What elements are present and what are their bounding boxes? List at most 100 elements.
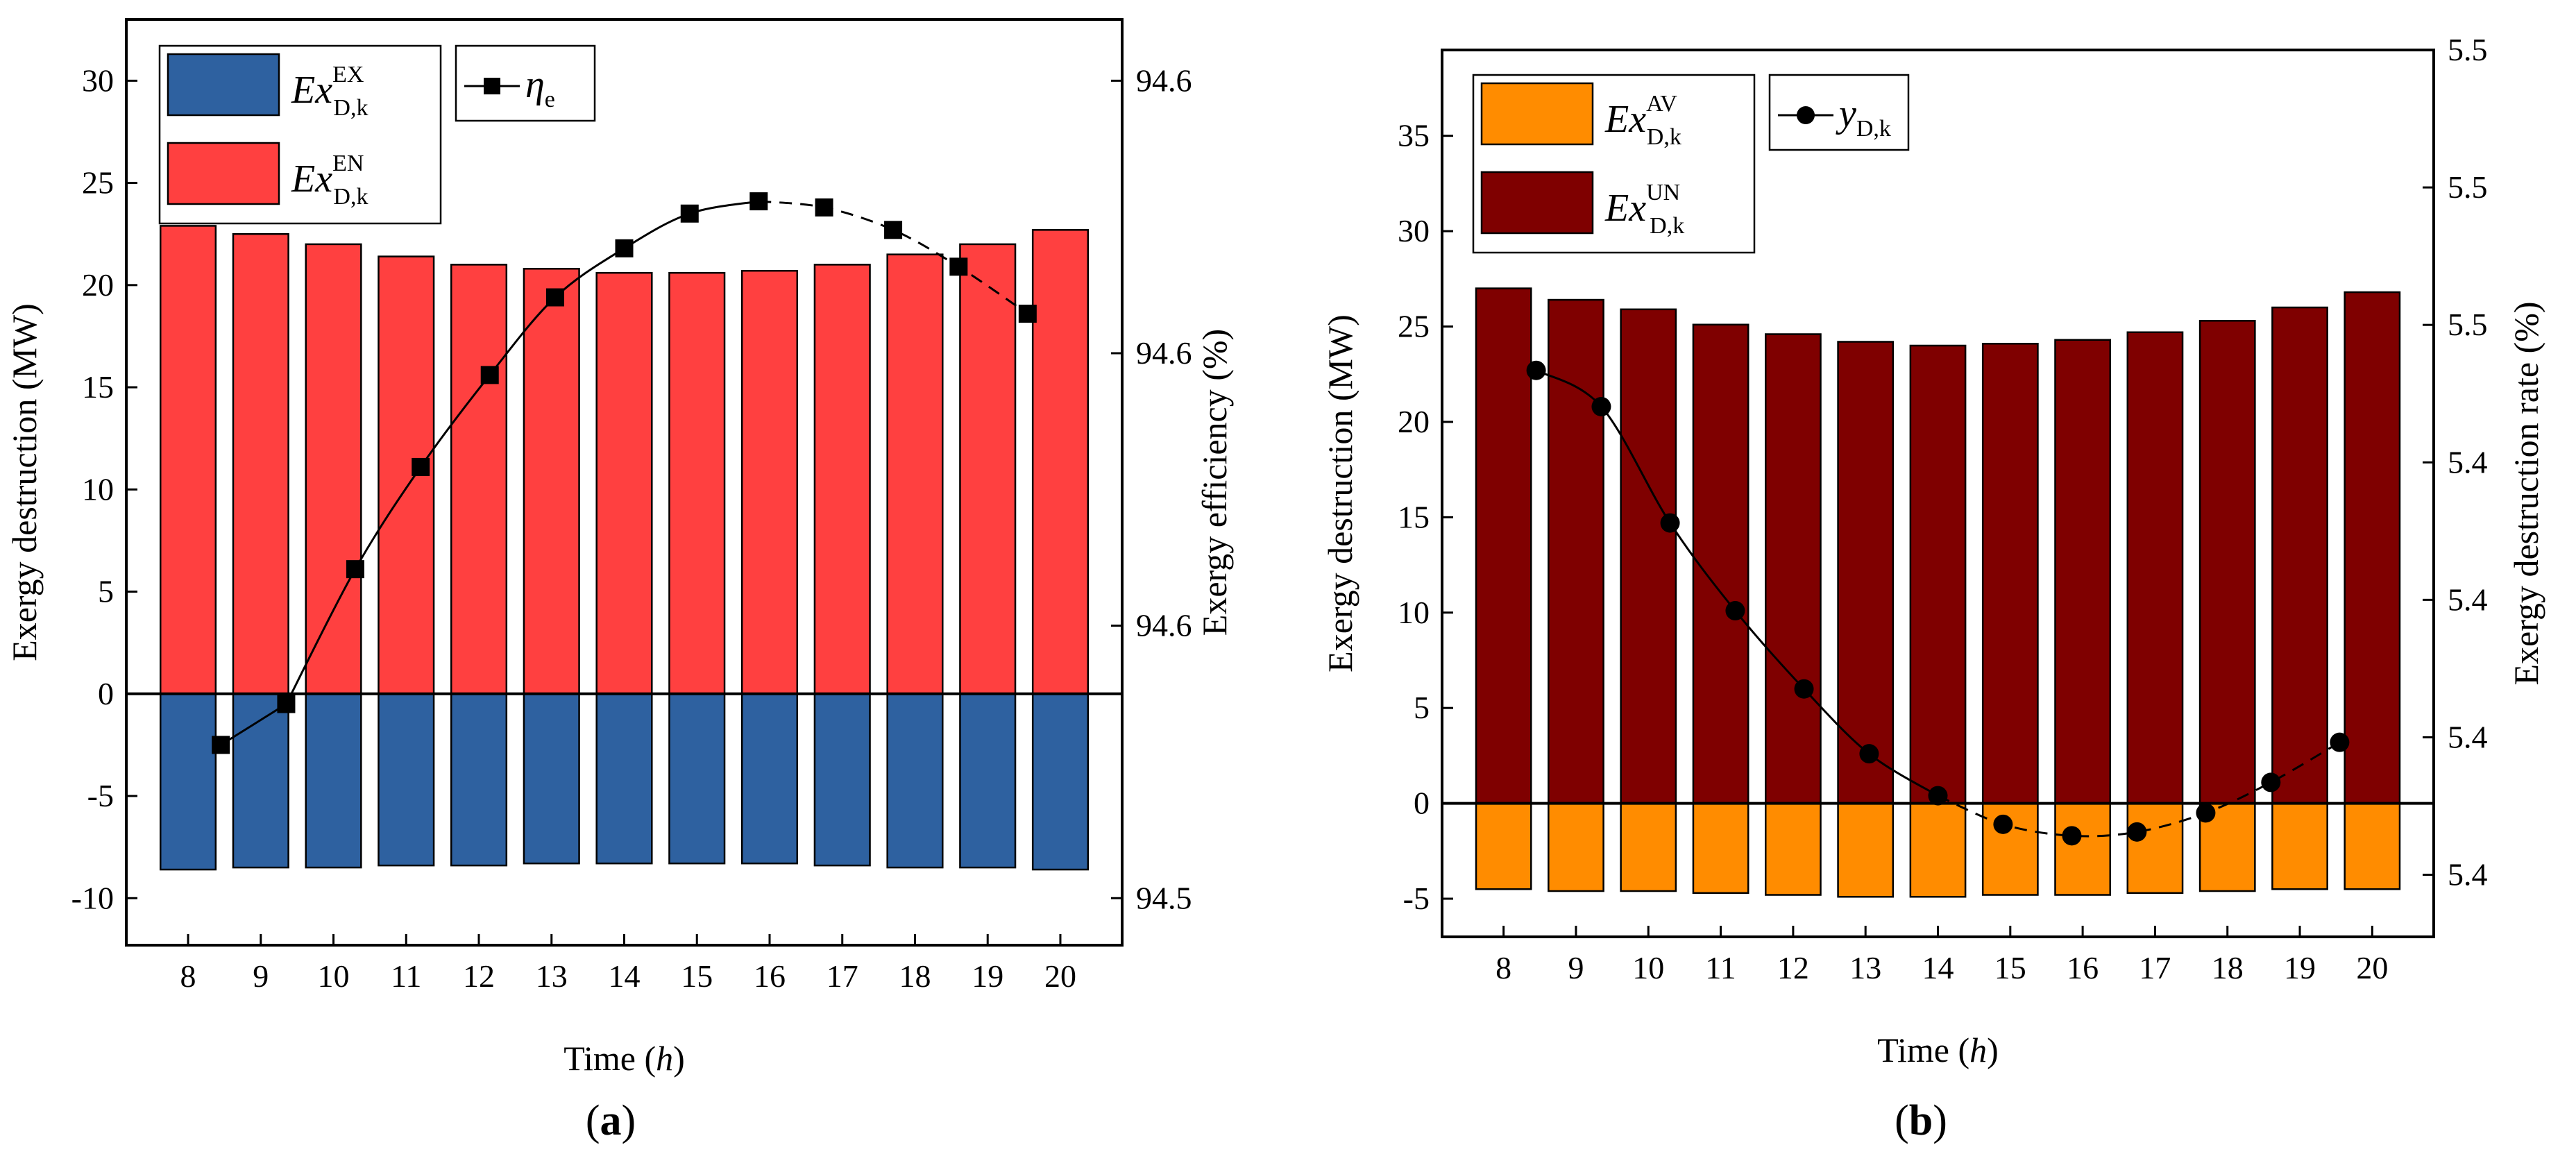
y2-tick-label: 5.4 [2448,857,2488,892]
x-axis-title-var: h [656,1039,673,1078]
y-tick-label: 0 [1414,786,1430,821]
bar-un-20 [2344,291,2401,804]
x-tick-label: 12 [463,958,495,994]
x-tick-label: 15 [681,958,713,994]
bar-ex-13 [523,693,580,865]
bar-ex-20 [1031,693,1090,871]
bar-en-12 [450,264,508,695]
line-marker-12 [1794,679,1814,699]
line-marker-18 [884,221,903,239]
line-marker-18 [2196,803,2216,823]
x-tick-label: 18 [899,958,931,994]
y-tick-label: 20 [1398,404,1430,439]
line-marker-17 [2127,822,2147,842]
line-marker-16 [2062,826,2082,846]
x-tick-label: 19 [2284,950,2316,985]
bars-ex-series [159,693,1090,871]
bar-un-11 [1692,323,1749,804]
x-tick-label: 8 [1495,950,1511,985]
line-marker-16 [749,192,768,211]
y2-tick-label: 5.5 [2448,32,2488,67]
bar-av-20 [2344,802,2401,890]
bars-en-series [159,225,1090,695]
legend-label-av: ExAV D,k [1604,91,1681,150]
bar-av-16 [2054,802,2111,896]
x-tick-label: 11 [1705,950,1736,985]
legend-swatch-av [1480,82,1594,146]
bar-av-12 [1765,802,1822,896]
y-tick-label: 15 [82,369,114,405]
x-axis-title-var: h [1969,1031,1987,1069]
bar-av-11 [1692,802,1749,895]
x-axis: 8 9 10 11 12 13 14 15 16 17 18 19 20 [1495,926,2388,985]
legend-line-label: yD,k [1836,92,1891,142]
line-marker-20 [1018,305,1037,323]
y-tick-label: 10 [1398,595,1430,630]
bar-ex-18 [886,693,944,869]
left-y-axis: -5 0 5 10 15 20 25 30 35 [1398,118,1453,916]
panel-label-letter: a [600,1097,622,1144]
bar-av-17 [2126,802,2184,895]
y-tick-label: -10 [71,880,114,915]
bar-un-9 [1548,298,1604,804]
line-marker-15 [680,204,699,223]
x-tick-label: 20 [2356,950,2388,985]
line-marker-15 [1993,814,2013,834]
x-tick-label: 17 [2139,950,2171,985]
x-axis-title: Time (h) [1877,1031,1999,1069]
bars-av-series [1475,802,2401,898]
bar-ex-16 [740,693,799,865]
line-marker-9 [1591,396,1611,416]
y2-tick-label: 94.6 [1136,62,1192,98]
bar-un-19 [2271,306,2328,804]
y2-axis-title: Exergy destruction rate (%) [2507,301,2545,685]
y2-tick-label: 5.4 [2448,444,2488,480]
x-axis-title-suffix: ) [673,1039,685,1078]
line-marker-12 [480,366,499,384]
line-marker-14 [615,239,634,257]
bar-av-9 [1548,802,1604,892]
legend-swatch-un [1480,171,1594,235]
bar-en-10 [305,243,362,695]
bar-en-14 [595,271,653,695]
line-marker-8 [1526,360,1546,380]
bar-en-15 [668,271,726,695]
bar-en-17 [813,264,871,695]
x-tick-label: 11 [391,958,421,994]
x-tick-label: 16 [2067,950,2099,985]
legend-line-marker [484,78,500,94]
y-tick-label: 10 [82,471,114,507]
y-tick-label: 30 [82,62,114,98]
y-tick-label: 20 [82,267,114,303]
bar-un-17 [2126,331,2184,804]
bar-un-14 [1909,344,1967,804]
bar-en-19 [959,243,1017,695]
line-segment [759,200,1028,315]
line-marker-19 [2261,772,2281,793]
y-tick-label: 0 [98,676,114,711]
chart-panel-b: -5 0 5 10 15 20 25 30 35 5.4 5.4 5.4 5.4 5.5 5.5 5.5 8… [1321,32,2545,1144]
y2-axis-title: Exergy efficiency (%) [1195,329,1234,636]
x-axis: 8 9 10 11 12 13 14 15 16 17 18 19 20 [180,934,1076,994]
x-tick-label: 14 [609,958,641,994]
line-marker-10 [346,560,364,579]
chart-panel-a: -10 -5 0 5 10 15 20 25 30 94.5 94.6 94.6 94.6 8 9 10 1… [5,18,1234,1144]
bar-ex-12 [450,693,508,867]
x-axis-title: Time (h) [564,1039,685,1078]
bar-av-19 [2271,802,2328,890]
line-marker-11 [1725,601,1745,621]
bar-en-16 [740,269,799,695]
bar-un-16 [2054,339,2111,804]
legend-line-box [1768,74,1910,151]
bar-en-20 [1031,229,1090,695]
bar-av-14 [1909,802,1967,898]
bar-av-15 [1981,802,2039,896]
y2-tick-label: 94.5 [1136,880,1192,915]
x-tick-label: 20 [1044,958,1076,994]
line-marker-14 [1928,786,1948,806]
y-tick-label: 5 [1414,690,1430,725]
y-axis-title: Exergy destruction (MW) [5,303,44,661]
line-marker-8 [212,736,230,754]
bar-ex-8 [159,693,217,871]
x-tick-label: 10 [1632,950,1664,985]
